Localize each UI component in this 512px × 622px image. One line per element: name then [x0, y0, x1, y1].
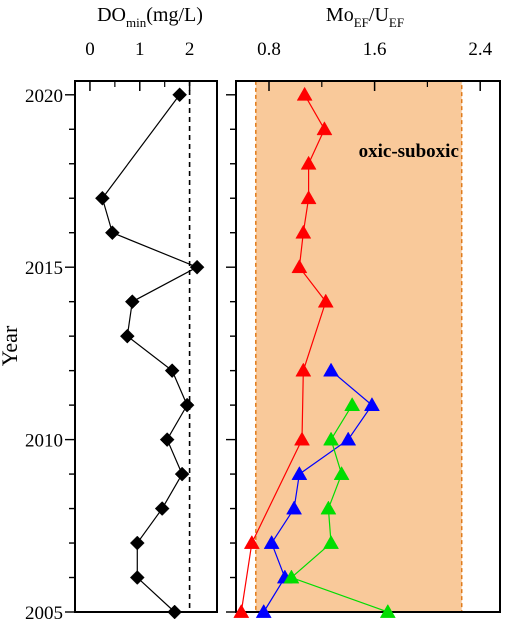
y-tick-label: 2005	[25, 603, 63, 622]
y-axis-label: Year	[0, 325, 22, 366]
left-ticks: 0 1 2 2005 2010 2015 2020	[25, 39, 194, 622]
data-point-triangle	[243, 535, 260, 549]
data-point-diamond	[105, 225, 120, 241]
right-axis-title: MoEF/UEF	[326, 4, 404, 30]
left-title-sub: min	[126, 15, 147, 30]
data-point-triangle	[255, 603, 272, 618]
data-point-triangle	[323, 362, 339, 377]
x-tick-label: 2.4	[468, 39, 492, 60]
data-point-triangle	[294, 431, 310, 446]
panel-mo-u-ratio: oxic-suboxic 0.8 1.6 2.4 MoEF/UEF	[226, 4, 501, 618]
data-point-diamond	[172, 87, 187, 103]
data-point-triangle	[283, 569, 300, 584]
left-title-main: DO	[97, 4, 126, 26]
data-point-triangle	[340, 431, 357, 446]
y-tick-label: 2010	[25, 431, 63, 452]
x-tick-label: 0	[85, 39, 95, 60]
y-tick-label: 2015	[25, 258, 63, 279]
data-point-triangle	[317, 293, 334, 308]
data-point-triangle	[320, 500, 337, 515]
data-point-triangle	[291, 466, 308, 480]
data-point-diamond	[164, 363, 180, 378]
data-point-triangle	[344, 397, 361, 411]
data-point-triangle	[286, 500, 303, 515]
x-tick-label: 1.6	[363, 39, 387, 60]
x-tick-label: 2	[185, 39, 195, 60]
left-title-rest: (mg/L)	[146, 4, 203, 26]
panel-do-min: 0 1 2 2005 2010 2015 2020 DOmin(mg/L) Year	[0, 4, 218, 622]
data-point-triangle	[291, 259, 308, 274]
series-line	[101, 94, 199, 613]
left-plot-frame	[74, 80, 218, 613]
data-point-triangle	[323, 431, 339, 446]
data-point-diamond	[167, 604, 183, 620]
band-label: oxic-suboxic	[359, 141, 459, 162]
data-point-diamond	[154, 501, 170, 516]
data-point-triangle	[296, 86, 313, 101]
data-point-triangle	[333, 466, 350, 480]
data-point-triangle	[323, 535, 339, 549]
data-point-diamond	[129, 535, 145, 551]
right-title-b-sub: EF	[389, 15, 404, 30]
x-tick-label: 0.8	[257, 39, 281, 60]
data-point-diamond	[124, 294, 140, 310]
data-point-triangle	[316, 121, 333, 136]
oxic-suboxic-band	[255, 80, 463, 613]
left-axis-title: DOmin(mg/L)	[97, 4, 203, 30]
right-plot-frame	[235, 80, 501, 613]
right-ticks: 0.8 1.6 2.4	[226, 39, 493, 613]
data-point-triangle	[233, 603, 250, 618]
data-point-triangle	[300, 155, 317, 170]
x-tick-label: 1	[135, 39, 145, 60]
right-series	[233, 86, 396, 618]
left-series	[95, 87, 205, 620]
data-point-triangle	[300, 190, 317, 205]
data-point-diamond	[95, 190, 110, 206]
data-point-diamond	[179, 397, 195, 413]
y-tick-label: 2020	[25, 86, 63, 107]
data-point-triangle	[295, 362, 312, 377]
data-point-triangle	[364, 397, 380, 411]
data-point-diamond	[189, 259, 205, 275]
right-title-a: Mo	[326, 4, 354, 26]
right-title-a-sub: EF	[354, 15, 369, 30]
data-point-triangle	[295, 224, 312, 239]
right-title-b: /U	[369, 4, 390, 26]
data-point-diamond	[119, 328, 135, 344]
data-point-diamond	[159, 432, 175, 447]
data-point-diamond	[174, 466, 190, 482]
data-point-triangle	[263, 535, 280, 549]
data-point-triangle	[379, 603, 396, 618]
data-point-diamond	[129, 570, 145, 585]
